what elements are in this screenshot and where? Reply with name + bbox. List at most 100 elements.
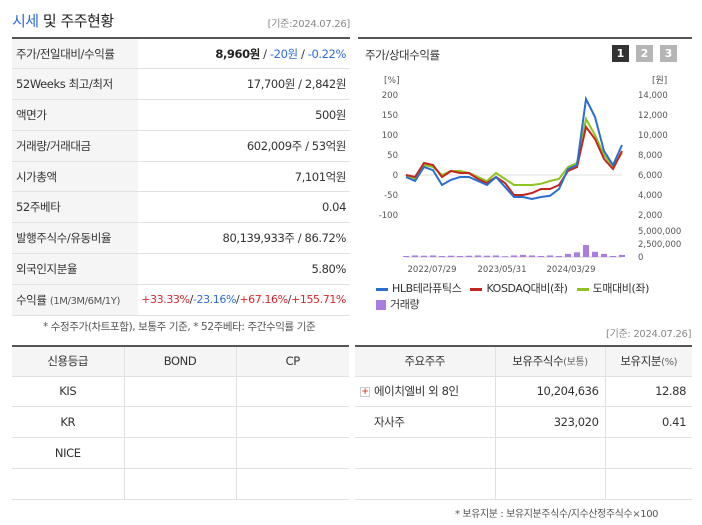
- table-row: 주가/전일대비/수익률 8,960원 / -20원 / -0.22%: [12, 38, 350, 70]
- table-row: KIS: [12, 376, 349, 408]
- right-axis-unit: [원]: [652, 75, 667, 86]
- table-header-row: 주요주주 보유주식수(보통) 보유지분(%): [355, 346, 692, 377]
- row-label: 액면가: [12, 99, 138, 131]
- chart-tab-3[interactable]: 3: [660, 45, 677, 62]
- row-value: 7,101억원: [138, 161, 350, 193]
- legend-item: KOSDAQ대비(좌): [470, 280, 568, 296]
- volume-tick-label: 2,500,000: [638, 240, 681, 250]
- table-row: [12, 468, 349, 500]
- right-tick-label: 10,000: [638, 131, 668, 141]
- table-row: 액면가 500원: [12, 99, 350, 131]
- row-label: 외국인지분율: [12, 253, 138, 285]
- table-row: 발행주식수/유동비율 80,139,933주 / 86.72%: [12, 222, 350, 255]
- chart-panel: 주가/상대수익률 1 2 3 [%] [원] 200 150 100 50 0 -50 -100…: [358, 37, 692, 311]
- volume-bar: [574, 252, 580, 257]
- row-value: 602,009주 / 53억원: [138, 130, 350, 162]
- footnote: * 수정주가(차트포함), 보통주 기준, * 52주베타: 주간수익률 기준: [43, 321, 316, 333]
- table-row: NICE: [12, 437, 349, 469]
- volume-bar: [547, 255, 553, 257]
- volume-tick-label: 5,000,000: [638, 227, 681, 237]
- volume-bar: [448, 255, 454, 257]
- series-line: [405, 124, 623, 196]
- x-tick-label: 2024/03/29: [547, 265, 596, 275]
- price-chart: [%] [원] 200 150 100 50 0 -50 -100 14,000 12,000 10,…: [379, 75, 682, 275]
- volume-tick-label: 0: [638, 253, 643, 263]
- volume-bar: [538, 255, 544, 257]
- row-label: 주가/전일대비/수익률: [12, 38, 138, 70]
- series-line: [405, 116, 623, 186]
- volume-bar: [403, 255, 409, 257]
- volume-bar: [421, 255, 427, 257]
- volume-bar: [583, 245, 589, 257]
- table-header-row: 신용등급 BOND CP: [12, 346, 349, 377]
- footnote-2: * 보유지분 : 보유지분주식수/지수산정주식수×100: [455, 509, 659, 520]
- left-tick-label: 50: [387, 151, 398, 161]
- x-tick-label: 2023/05/31: [478, 265, 527, 275]
- volume-bar: [520, 254, 526, 257]
- stock-quote-table: 주가/전일대비/수익률 8,960원 / -20원 / -0.22% 52Wee…: [12, 37, 350, 316]
- volume-bar: [493, 255, 499, 257]
- left-tick-label: 200: [382, 91, 398, 101]
- volume-bar: [466, 255, 472, 257]
- base-date: [기준:2024.07.26]: [267, 19, 351, 30]
- row-value: 500원: [138, 99, 350, 131]
- row-value: 80,139,933주 / 86.72%: [138, 222, 350, 255]
- row-label: 시가총액: [12, 161, 138, 193]
- table-row: 수익률 (1M/3M/6M/1Y) +33.33%/-23.16%/+67.16…: [12, 284, 350, 316]
- table-row: 52Weeks 최고/최저 17,700원 / 2,842원: [12, 68, 350, 101]
- right-tick-label: 8,000: [638, 151, 662, 161]
- volume-bar: [601, 253, 607, 257]
- volume-bar: [556, 255, 562, 257]
- row-label: 수익률 (1M/3M/6M/1Y): [12, 284, 138, 316]
- chart-title: 주가/상대수익률: [365, 48, 440, 62]
- volume-bar: [529, 255, 535, 257]
- chart-tab-1[interactable]: 1: [612, 45, 629, 62]
- table-row: 외국인지분율 5.80%: [12, 253, 350, 285]
- legend-item: 도매대비(좌): [576, 280, 649, 296]
- volume-bar: [592, 251, 598, 257]
- legend-item: 거래량: [376, 296, 420, 312]
- volume-bar: [610, 255, 616, 257]
- volume-bar: [430, 255, 436, 257]
- section-title: 시세 및 주주현황: [12, 12, 114, 30]
- volume-bar: [502, 256, 508, 257]
- volume-bar: [565, 253, 571, 257]
- x-tick-label: 2022/07/29: [408, 265, 457, 275]
- right-tick-label: 14,000: [638, 91, 668, 101]
- table-row: 거래량/거래대금 602,009주 / 53억원: [12, 130, 350, 162]
- row-value: 17,700원 / 2,842원: [138, 68, 350, 101]
- right-tick-label: 4,000: [638, 191, 662, 201]
- left-tick-label: -50: [384, 191, 398, 201]
- chart-legend: HLB테라퓨틱스 KOSDAQ대비(좌) 도매대비(좌) 거래량: [376, 280, 686, 312]
- table-row: 52주베타 0.04: [12, 191, 350, 224]
- volume-bar: [412, 255, 418, 257]
- chart-tab-2[interactable]: 2: [636, 45, 653, 62]
- left-tick-label: 100: [382, 131, 398, 141]
- volume-bar: [457, 255, 463, 257]
- volume-bar: [439, 255, 445, 257]
- right-tick-label: 6,000: [638, 171, 662, 181]
- legend-item: HLB테라퓨틱스: [376, 280, 462, 296]
- left-tick-label: -100: [379, 211, 398, 221]
- table-row: + 에이치엘비 외 8인 10,204,636 12.88: [355, 376, 692, 408]
- base-date-2: [기준: 2024.07.26]: [606, 329, 692, 340]
- right-tick-label: 2,000: [638, 211, 662, 221]
- row-label: 52주베타: [12, 191, 138, 224]
- left-axis-unit: [%]: [384, 76, 400, 86]
- volume-bar: [511, 255, 517, 257]
- row-value: 8,960원 / -20원 / -0.22%: [138, 38, 350, 70]
- row-label: 52Weeks 최고/최저: [12, 68, 138, 101]
- expand-icon[interactable]: +: [360, 386, 370, 397]
- table-row: [355, 468, 692, 500]
- series-line: [405, 95, 623, 201]
- volume-bar: [484, 255, 490, 257]
- holder-name[interactable]: 에이치엘비 외 8인: [374, 384, 459, 399]
- left-tick-label: 150: [382, 111, 398, 121]
- row-label: 거래량/거래대금: [12, 130, 138, 162]
- credit-rating-table: 신용등급 BOND CP KIS KR NICE: [12, 345, 349, 500]
- row-value: +33.33%/-23.16%/+67.16%/+155.71%: [138, 284, 350, 316]
- volume-bar: [619, 254, 625, 257]
- left-tick-label: 0: [393, 171, 398, 181]
- table-row: [355, 437, 692, 469]
- major-shareholders-table: 주요주주 보유주식수(보통) 보유지분(%) + 에이치엘비 외 8인 10,20…: [355, 345, 692, 500]
